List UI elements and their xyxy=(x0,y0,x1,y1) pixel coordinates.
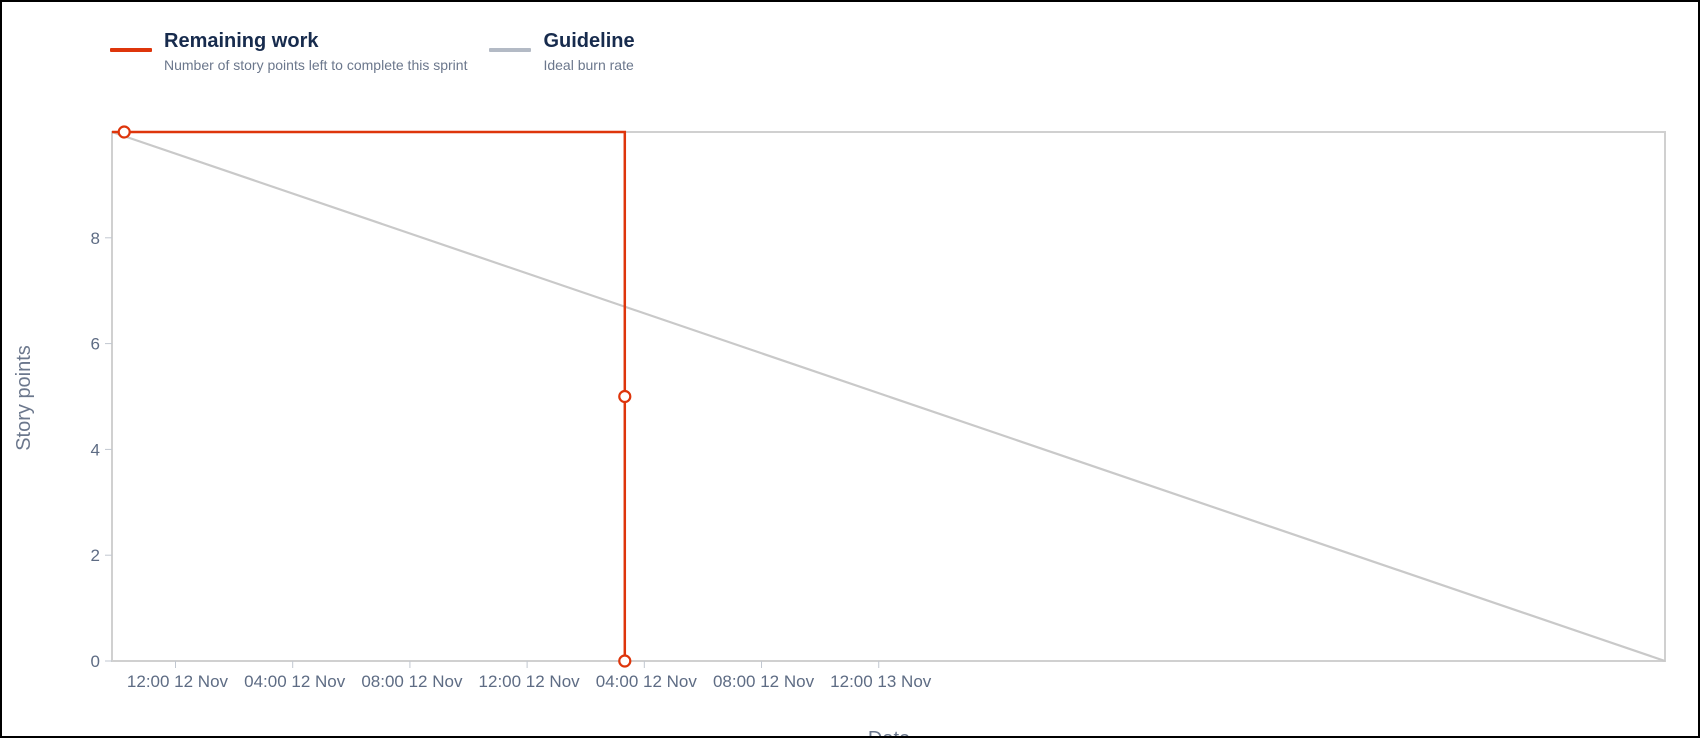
x-axis-ticks: 12:00 12 Nov 04:00 12 Nov 08:00 12 Nov 12:0… xyxy=(127,661,932,691)
remaining-work-point[interactable] xyxy=(618,389,632,404)
remaining-work-point[interactable] xyxy=(618,654,632,668)
remaining-work-line xyxy=(112,130,627,661)
x-tick-label: 04:00 12 Nov xyxy=(596,672,698,691)
guideline-line xyxy=(111,130,1666,663)
legend-item-remaining-work[interactable]: Remaining work Number of story points le… xyxy=(110,28,467,75)
legend-guideline-description: Ideal burn rate xyxy=(543,57,634,73)
legend-item-guideline[interactable]: Guideline Ideal burn rate xyxy=(489,28,635,75)
y-axis-ticks: 0 2 4 6 8 xyxy=(91,229,112,671)
legend-guideline-title: Guideline xyxy=(543,30,635,52)
guideline-swatch xyxy=(489,48,532,52)
remaining-work-swatch xyxy=(110,48,152,52)
series-layer xyxy=(111,125,1666,668)
x-tick-label: 08:00 12 Nov xyxy=(361,672,463,691)
legend-remaining-description: Number of story points left to complete … xyxy=(164,57,468,73)
plot-area xyxy=(111,131,1666,662)
y-axis-title: Story points xyxy=(13,345,35,451)
y-tick-label: 2 xyxy=(91,546,100,565)
y-tick-label: 0 xyxy=(91,652,100,671)
y-tick-label: 8 xyxy=(91,229,100,248)
x-tick-label: 04:00 12 Nov xyxy=(244,672,346,691)
x-axis-title: Date xyxy=(868,728,910,736)
chart-legend: Remaining work Number of story points le… xyxy=(110,28,635,75)
y-tick-label: 6 xyxy=(91,335,100,354)
x-tick-label: 12:00 12 Nov xyxy=(127,672,229,691)
x-tick-label: 08:00 12 Nov xyxy=(713,672,815,691)
y-tick-label: 4 xyxy=(91,440,100,459)
x-tick-label: 12:00 13 Nov xyxy=(830,672,932,691)
legend-remaining-title: Remaining work xyxy=(164,30,319,52)
x-tick-label: 12:00 12 Nov xyxy=(479,672,581,691)
remaining-work-point[interactable] xyxy=(117,125,131,139)
